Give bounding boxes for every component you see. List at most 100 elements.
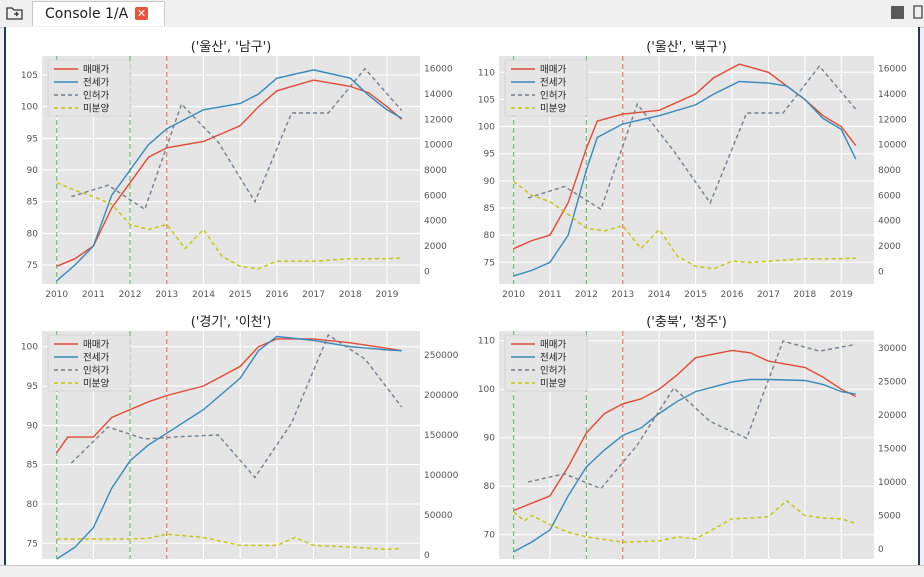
options-icon[interactable] bbox=[912, 4, 924, 20]
y-left-tick-label: 105 bbox=[21, 71, 38, 81]
legend-label: 미분양 bbox=[83, 104, 109, 115]
x-tick-label: 2014 bbox=[648, 290, 671, 300]
x-tick-label: 2012 bbox=[119, 290, 142, 300]
series-line-전세가 bbox=[56, 335, 402, 560]
y-left-tick-label: 90 bbox=[484, 177, 496, 187]
subplot-4: 2010201120122013201420152016201720182019… bbox=[478, 315, 907, 575]
y-right-tick-label: 50000 bbox=[424, 511, 453, 521]
legend-label: 미분양 bbox=[83, 379, 109, 390]
series-line-미분양 bbox=[56, 182, 402, 270]
legend-box bbox=[504, 334, 588, 392]
series-line-전세가 bbox=[56, 69, 403, 282]
x-tick-label: 2011 bbox=[82, 290, 105, 300]
y-left-tick-label: 100 bbox=[21, 103, 38, 113]
legend-box bbox=[47, 59, 131, 117]
y-right-tick-label: 12000 bbox=[424, 115, 453, 125]
y-left-tick-label: 85 bbox=[27, 198, 38, 208]
x-tick-label: 2010 bbox=[502, 290, 525, 300]
y-right-tick-label: 2000 bbox=[424, 242, 447, 252]
series-line-인허가 bbox=[527, 64, 857, 211]
legend-label: 전세가 bbox=[83, 78, 109, 89]
legend-label: 인허가 bbox=[540, 366, 566, 377]
series-line-전세가 bbox=[513, 80, 857, 277]
series-line-미분양 bbox=[513, 499, 857, 543]
y-right-tick-label: 25000 bbox=[878, 377, 907, 387]
y-left-tick-label: 100 bbox=[478, 385, 495, 395]
x-tick-label: 2018 bbox=[793, 290, 816, 300]
y-right-tick-label: 6000 bbox=[878, 191, 901, 201]
legend-label: 인허가 bbox=[83, 91, 109, 102]
y-right-tick-label: 4000 bbox=[424, 217, 447, 227]
y-right-tick-label: 4000 bbox=[878, 217, 901, 227]
console-output: 2010 2011 2012 2013 2014 2015 2016 2017 2018 2019… bbox=[4, 27, 920, 575]
chart-title: ('경기', '이천') bbox=[191, 315, 272, 330]
y-left-tick-label: 80 bbox=[484, 482, 496, 492]
y-left-tick-label: 90 bbox=[27, 421, 39, 431]
legend-label: 전세가 bbox=[83, 353, 109, 364]
series-line-인허가 bbox=[527, 340, 856, 490]
y-right-tick-label: 0 bbox=[878, 267, 884, 277]
y-right-tick-label: 2000 bbox=[878, 242, 901, 252]
y-right-tick-label: 200000 bbox=[424, 391, 459, 401]
y-right-tick-label: 8000 bbox=[424, 166, 447, 176]
legend-label: 인허가 bbox=[540, 91, 566, 102]
legend-label: 매매가 bbox=[83, 65, 109, 76]
y-left-tick-label: 85 bbox=[484, 204, 495, 214]
series-line-매매가 bbox=[513, 349, 857, 512]
y-right-tick-label: 0 bbox=[878, 545, 884, 555]
y-right-tick-label: 0 bbox=[424, 551, 430, 561]
y-left-tick-label: 100 bbox=[478, 123, 495, 133]
chart-title: ('울산', '남구') bbox=[191, 40, 272, 55]
bottom-tab-bar bbox=[0, 565, 924, 577]
folder-icon[interactable] bbox=[6, 5, 24, 21]
series-line-매매가 bbox=[513, 63, 857, 250]
series-line-미분양 bbox=[56, 533, 402, 551]
subplot-2: 2010 2011 2012 2013 2014 2015 2016 2017 2018 2019… bbox=[478, 40, 907, 300]
x-tick-label: 2012 bbox=[575, 290, 598, 300]
y-left-tick-label: 75 bbox=[484, 258, 495, 268]
y-right-tick-label: 8000 bbox=[878, 166, 901, 176]
close-icon[interactable]: ✕ bbox=[135, 7, 148, 20]
stop-icon[interactable] bbox=[891, 6, 904, 19]
x-tick-label: 2013 bbox=[611, 290, 634, 300]
chart-title: ('울산', '북구') bbox=[646, 40, 727, 55]
y-right-tick-label: 14000 bbox=[424, 90, 453, 100]
y-left-tick-label: 85 bbox=[27, 461, 38, 471]
x-tick-label: 2013 bbox=[155, 290, 178, 300]
x-tick-label: 2016 bbox=[721, 290, 744, 300]
y-right-tick-label: 150000 bbox=[424, 431, 459, 441]
legend-label: 매매가 bbox=[540, 340, 566, 351]
y-right-tick-label: 10000 bbox=[878, 141, 907, 151]
y-right-tick-label: 30000 bbox=[878, 344, 907, 354]
y-left-tick-label: 90 bbox=[484, 434, 496, 444]
x-tick-label: 2019 bbox=[830, 290, 853, 300]
y-right-tick-label: 6000 bbox=[424, 191, 447, 201]
subplot-1: 2010 2011 2012 2013 2014 2015 2016 2017 2018 2019… bbox=[21, 40, 453, 300]
y-right-tick-label: 16000 bbox=[878, 65, 907, 75]
y-right-tick-label: 5000 bbox=[878, 511, 901, 521]
chart-title: ('충북', '청주') bbox=[646, 315, 727, 330]
y-right-tick-label: 10000 bbox=[424, 141, 453, 151]
legend-label: 미분양 bbox=[540, 104, 566, 115]
legend-label: 인허가 bbox=[83, 366, 109, 377]
y-left-tick-label: 110 bbox=[478, 68, 495, 78]
legend-label: 매매가 bbox=[83, 340, 109, 351]
x-tick-label: 2010 bbox=[45, 290, 68, 300]
y-right-tick-label: 12000 bbox=[878, 115, 907, 125]
y-right-tick-label: 14000 bbox=[878, 90, 907, 100]
console-tab[interactable]: Console 1/A ✕ bbox=[32, 1, 165, 26]
series-line-미분양 bbox=[513, 180, 856, 270]
legend-label: 미분양 bbox=[540, 379, 566, 390]
y-left-tick-label: 110 bbox=[478, 337, 495, 347]
y-left-tick-label: 80 bbox=[27, 500, 39, 510]
console-tab-bar: Console 1/A ✕ bbox=[0, 0, 924, 28]
y-left-tick-label: 80 bbox=[27, 229, 39, 239]
y-right-tick-label: 20000 bbox=[878, 411, 907, 421]
legend-label: 전세가 bbox=[540, 353, 566, 364]
legend-box bbox=[47, 334, 131, 392]
x-tick-label: 2017 bbox=[302, 290, 325, 300]
x-tick-label: 2015 bbox=[684, 290, 707, 300]
x-tick-label: 2017 bbox=[757, 290, 780, 300]
y-left-tick-label: 105 bbox=[478, 95, 495, 105]
y-right-tick-label: 16000 bbox=[424, 65, 453, 75]
